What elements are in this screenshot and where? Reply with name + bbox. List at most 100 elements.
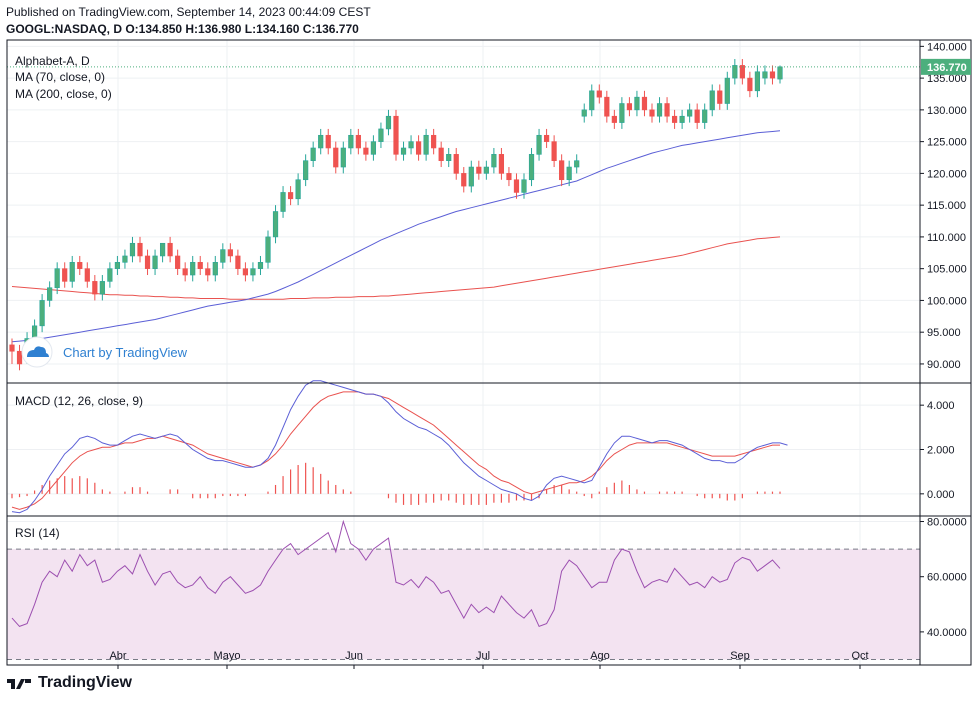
candle-body <box>415 141 422 155</box>
tradingview-footer-logo[interactable]: TradingView <box>6 674 132 692</box>
candle-body <box>205 268 211 276</box>
candle-body <box>175 255 181 269</box>
candle-body <box>190 262 196 276</box>
y-tick-label: 80.0000 <box>927 517 967 529</box>
candle-body <box>242 268 249 276</box>
rsi-pane-title: RSI (14) <box>15 526 60 540</box>
candle-body <box>167 242 173 257</box>
candle-body <box>611 115 617 123</box>
ohlc-readout: GOOGL:NASDAQ, D O:134.850 H:136.980 L:13… <box>6 22 359 36</box>
candle-body <box>453 154 459 174</box>
candle-body <box>664 103 670 117</box>
candle-body <box>566 166 572 181</box>
y-tick-label: 130.000 <box>927 105 967 117</box>
candle-body <box>438 147 444 161</box>
price-pane: Alphabet-A, D MA (70, close, 0) MA (200, c… <box>7 54 920 371</box>
watermark-text: Chart by TradingView <box>63 345 188 360</box>
candle-body <box>461 173 467 187</box>
last-price-tag <box>921 58 971 75</box>
candle-body <box>476 166 482 174</box>
candle-body <box>310 147 316 161</box>
last-price-label: 136.770 <box>927 62 967 74</box>
x-tick-label: Abr <box>109 650 126 662</box>
candle-body <box>318 134 324 149</box>
candle-body <box>325 134 331 149</box>
ma200-line <box>11 236 781 300</box>
candle-body <box>724 77 730 104</box>
x-tick-label: Jul <box>476 650 490 662</box>
y-tick-label: 60.0000 <box>927 572 967 584</box>
candle-body <box>754 71 761 92</box>
y-tick-label: 90.000 <box>927 359 961 371</box>
ma70-legend: MA (70, close, 0) <box>15 70 105 84</box>
y-tick-label: 120.000 <box>927 168 967 180</box>
tradingview-watermark: Chart by TradingView <box>21 336 188 368</box>
candle-body <box>604 96 610 117</box>
candle-body <box>679 115 685 123</box>
candle-body <box>84 268 90 282</box>
macd-line <box>11 380 788 514</box>
candle-body <box>551 141 557 161</box>
y-tick-label: 135.000 <box>927 73 967 85</box>
candle-body <box>777 66 783 80</box>
y-tick-label: 115.000 <box>927 200 966 212</box>
candle-body <box>340 147 346 168</box>
candle-body <box>446 154 452 161</box>
y-tick-label: 95.000 <box>927 327 961 339</box>
macd-signal-line <box>11 391 780 510</box>
candle-body <box>16 350 23 365</box>
published-info: Published on TradingView.com, September … <box>6 5 371 19</box>
candle-body <box>483 166 489 174</box>
candle-body <box>589 90 595 111</box>
candle-body <box>400 147 407 155</box>
rsi-pane: RSI (14) <box>7 519 920 660</box>
candle-body <box>491 154 497 168</box>
price-pane-title: Alphabet-A, D <box>15 54 90 68</box>
candle-body <box>129 242 136 257</box>
footer-brand-text: TradingView <box>38 674 132 691</box>
candle-body <box>408 141 414 149</box>
tradingview-logo-icon <box>7 679 31 689</box>
rsi-line <box>11 519 781 628</box>
candle-body <box>227 249 233 257</box>
candle-body <box>257 262 264 269</box>
candle-body <box>626 103 633 111</box>
candle-body <box>739 65 745 79</box>
chart-frame <box>6 39 972 666</box>
candle-body <box>596 90 602 98</box>
candle-body <box>656 103 663 117</box>
y-tick-label: 4.000 <box>927 400 955 412</box>
candle-body <box>370 141 377 155</box>
candle-body <box>709 90 715 111</box>
candle-body <box>521 179 527 193</box>
candle-body <box>762 71 768 79</box>
candle-body <box>641 96 648 111</box>
candle-body <box>159 242 166 257</box>
candle-body <box>671 115 678 123</box>
y-tick-label: 105.000 <box>927 264 967 276</box>
y-tick-label: 100.000 <box>927 295 967 307</box>
candle-body <box>39 300 45 327</box>
x-tick-label: Mayo <box>214 650 241 662</box>
y-tick-label: 125.000 <box>927 137 967 149</box>
candle-body <box>431 134 437 149</box>
axes-layer: 140.000 135.000 130.000 125.000 120.000 115.0… <box>6 39 972 669</box>
candle-body <box>99 281 105 295</box>
candle-body <box>287 192 294 200</box>
ma70-line <box>11 130 781 343</box>
y-tick-label: 0.000 <box>927 489 955 501</box>
candle-body <box>559 160 565 181</box>
candle-body <box>498 154 505 174</box>
candle-body <box>333 147 339 168</box>
macd-pane: MACD (12, 26, close, 9) <box>11 380 788 514</box>
candle-body <box>747 77 753 92</box>
candle-body <box>687 109 693 117</box>
candle-body <box>250 268 256 276</box>
candle-body <box>702 109 708 123</box>
candle-body <box>295 179 301 200</box>
candle-body <box>528 154 535 181</box>
candle-body <box>717 90 723 104</box>
candle-body <box>385 115 392 130</box>
x-tick-label: Oct <box>851 650 868 662</box>
